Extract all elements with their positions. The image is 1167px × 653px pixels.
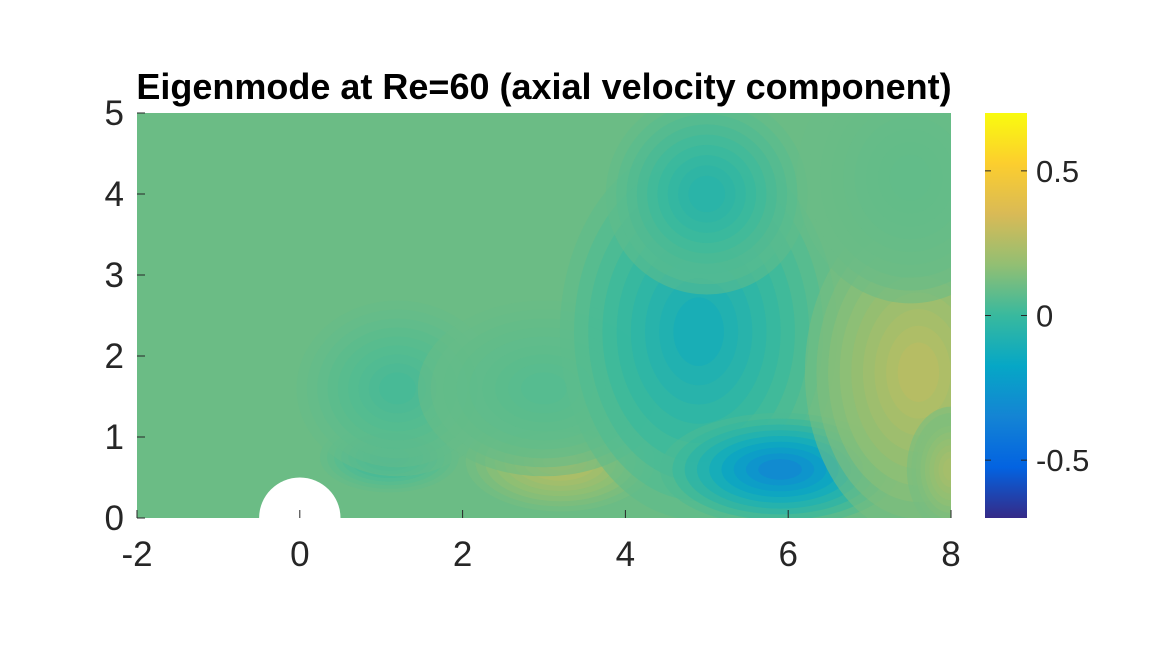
plot-area — [137, 113, 951, 518]
x-tick-label: -2 — [121, 535, 152, 574]
x-tick-label: 0 — [290, 535, 309, 574]
colorbar-gradient — [985, 113, 1027, 518]
field-contours — [296, 113, 951, 518]
contour-level — [673, 297, 724, 367]
y-tick-label: 3 — [105, 256, 124, 295]
contour-level — [379, 372, 416, 405]
colorbar-tick-label: 0 — [1036, 299, 1053, 334]
x-tick-label: 2 — [453, 535, 472, 574]
colorbar: -0.5 0 0.5 — [985, 113, 1089, 518]
y-tick-label: 4 — [105, 175, 124, 214]
x-tick-label: 4 — [616, 535, 635, 574]
field-feature — [796, 113, 951, 304]
field-feature — [906, 406, 951, 518]
contour-level — [758, 459, 802, 480]
colorbar-tick-label: 0.5 — [1036, 154, 1079, 189]
x-axis: -2 0 2 4 6 8 — [121, 510, 961, 574]
y-tick-label: 5 — [105, 94, 124, 133]
contour-level — [889, 154, 931, 201]
y-axis: 0 1 2 3 4 5 — [105, 94, 145, 538]
field-feature — [605, 113, 808, 295]
cylinder-obstacle — [259, 477, 341, 518]
contour-level — [897, 342, 940, 402]
contour-level — [942, 457, 951, 481]
y-tick-label: 1 — [105, 418, 124, 457]
y-tick-label: 0 — [105, 499, 124, 538]
x-tick-label: 6 — [778, 535, 797, 574]
contour-level — [521, 372, 567, 405]
contour-level — [688, 175, 726, 213]
x-tick-label: 8 — [941, 535, 960, 574]
colorbar-tick-label: -0.5 — [1036, 443, 1089, 478]
chart-title: Eigenmode at Re=60 (axial velocity compo… — [136, 66, 951, 107]
y-tick-label: 2 — [105, 337, 124, 376]
